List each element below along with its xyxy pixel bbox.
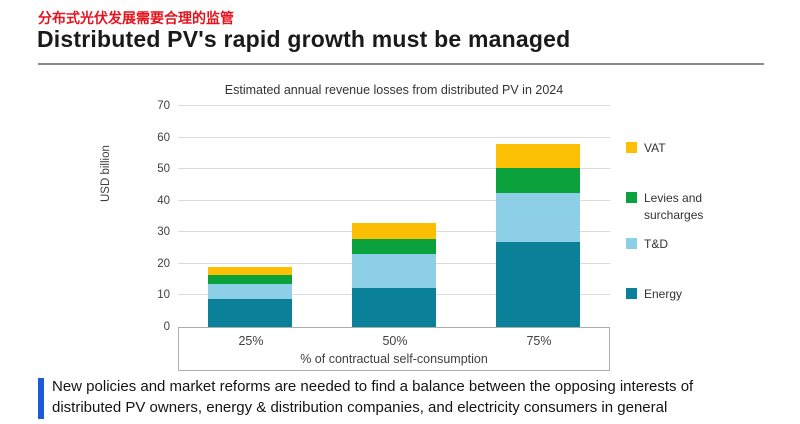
x-axis-title: % of contractual self-consumption: [300, 352, 488, 366]
bar-segment-vat: [208, 267, 292, 275]
legend: VAT Levies and surcharges T&D Energy: [626, 140, 756, 320]
legend-item-levies-and-surcharges: Levies and surcharges: [626, 190, 739, 224]
y-tick-label: 70: [157, 100, 170, 112]
bar-50-percent: [352, 222, 436, 327]
chart-title: Estimated annual revenue losses from dis…: [224, 83, 564, 97]
title-divider: [38, 63, 764, 65]
bar-25-percent: [208, 267, 292, 327]
legend-item-t-d: T&D: [626, 236, 668, 253]
x-tick-label: 50%: [382, 334, 408, 348]
x-tick-label: 75%: [526, 334, 552, 348]
callout-text: New policies and market reforms are need…: [52, 377, 792, 418]
chinese-heading: 分布式光伏发展需要合理的监管: [38, 10, 234, 26]
bar-segment-vat: [496, 143, 580, 168]
y-tick-label: 0: [163, 321, 170, 333]
legend-swatch: [626, 192, 637, 203]
x-tick-label: 25%: [238, 334, 264, 348]
legend-label: Energy: [644, 287, 683, 301]
bar-segment-t-d: [352, 254, 436, 288]
y-axis-label: USD billion: [100, 145, 112, 202]
plot-area: [178, 105, 610, 327]
bar-segment-levies-and-surcharges: [352, 238, 436, 255]
y-tick-label: 50: [157, 163, 170, 176]
gridline: [178, 168, 610, 170]
y-tick-label: 40: [157, 194, 170, 207]
gridline: [178, 136, 610, 138]
bar-segment-energy: [352, 287, 436, 327]
legend-item-vat: VAT: [626, 140, 666, 157]
bar-segment-energy: [208, 298, 292, 327]
bar-segment-t-d: [208, 284, 292, 299]
bar-75-percent: [496, 143, 580, 327]
callout-accent-bar: [38, 378, 44, 419]
gridline: [178, 199, 610, 201]
y-tick-label: 60: [157, 131, 170, 144]
legend-swatch: [626, 238, 637, 249]
legend-item-energy: Energy: [626, 286, 682, 303]
y-tick-label: 10: [157, 289, 170, 302]
legend-swatch: [626, 288, 637, 299]
legend-label: VAT: [644, 141, 666, 155]
legend-label: Levies and surcharges: [644, 191, 704, 222]
y-tick-label: 20: [157, 257, 170, 270]
bar-segment-levies-and-surcharges: [496, 167, 580, 193]
bar-segment-levies-and-surcharges: [208, 274, 292, 285]
callout-line: distributed PV owners, energy & distribu…: [52, 398, 668, 416]
gridline: [178, 105, 610, 106]
y-tick-label: 30: [157, 226, 170, 239]
legend-label: T&D: [644, 237, 668, 251]
bar-segment-vat: [352, 222, 436, 239]
legend-swatch: [626, 142, 637, 153]
page-title: Distributed PV's rapid growth must be ma…: [37, 26, 571, 52]
callout-line: New policies and market reforms are need…: [52, 378, 694, 395]
y-axis-ticks: 0 10 20 30 40 50 60 70: [134, 100, 170, 333]
bar-segment-t-d: [496, 192, 580, 242]
bar-segment-energy: [496, 241, 580, 327]
x-axis-box: % of contractual self-consumption 25% 50%…: [178, 327, 610, 371]
